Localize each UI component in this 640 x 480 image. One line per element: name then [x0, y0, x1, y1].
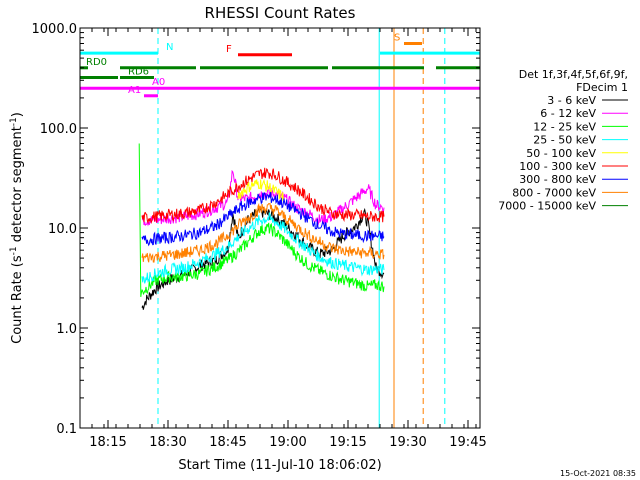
legend-entry-label: 25 - 50 keV: [533, 134, 596, 147]
series-line: [237, 178, 285, 202]
y-axis-label: Count Rate (s-1 detector segment-1): [9, 112, 25, 344]
y-axis-label-part: detector segment: [10, 126, 25, 246]
plot-series: [138, 143, 385, 310]
y-tick-label: 100.0: [40, 122, 77, 137]
y-tick-label: 1.0: [56, 322, 77, 337]
state-bar-label: A1: [128, 85, 141, 96]
y-axis-label-part: Count Rate (s: [10, 255, 25, 344]
state-bar-label: RD0: [86, 57, 107, 68]
x-tick-label: 19:00: [269, 435, 306, 450]
axis-tick-labels: 18:15 18:30 18:45 19:00 19:15 19:30 19:45 0.1 1.…: [32, 22, 487, 450]
y-axis-label-part: -1: [9, 117, 19, 126]
legend-entry-label: 50 - 100 keV: [526, 147, 596, 160]
legend-entry-label: 7000 - 15000 keV: [498, 200, 596, 213]
series-line: [141, 167, 385, 225]
legend-entry-label: 12 - 25 keV: [533, 120, 596, 133]
series-line: [141, 211, 385, 284]
x-tick-label: 18:15: [89, 435, 126, 450]
state-bar-label: S: [394, 32, 400, 43]
chart-title: RHESSI Count Rates: [205, 4, 356, 22]
y-tick-label: 1000.0: [32, 22, 78, 37]
x-tick-label: 18:45: [209, 435, 246, 450]
legend-entry-label: 100 - 300 keV: [519, 160, 596, 173]
axis-ticks: [79, 27, 480, 429]
legend-entry-label: 3 - 6 keV: [547, 94, 596, 107]
y-tick-label: 10.0: [48, 222, 77, 237]
state-bar-label: F: [226, 44, 232, 55]
legend-header-line: FDecim 1: [576, 81, 628, 94]
state-bar-label: N: [166, 42, 173, 53]
x-axis-label: Start Time (11-Jul-10 18:06:02): [178, 458, 381, 473]
footer-timestamp: 15-Oct-2021 08:35: [560, 469, 636, 478]
legend-entry-label: 6 - 12 keV: [540, 107, 596, 120]
series-line: [138, 143, 385, 297]
state-bar-label: A0: [152, 77, 165, 88]
x-tick-label: 19:15: [329, 435, 366, 450]
legend: Det 1f,3f,4f,5f,6f,9f, FDecim 1 3 - 6 ke…: [498, 68, 628, 213]
legend-entry-label: 300 - 800 keV: [519, 173, 596, 186]
y-tick-label: 0.1: [56, 422, 77, 437]
x-tick-label: 19:30: [389, 435, 426, 450]
x-tick-label: 19:45: [449, 435, 486, 450]
series-line: [141, 191, 385, 247]
y-axis-label-part: ): [10, 112, 25, 117]
legend-entry-label: 800 - 7000 keV: [512, 186, 596, 199]
state-bar-label: RD6: [128, 66, 149, 77]
series-line: [141, 202, 385, 263]
legend-header-line: Det 1f,3f,4f,5f,6f,9f,: [519, 68, 628, 81]
y-axis-label-part: -1: [9, 246, 19, 255]
x-tick-label: 18:30: [149, 435, 186, 450]
